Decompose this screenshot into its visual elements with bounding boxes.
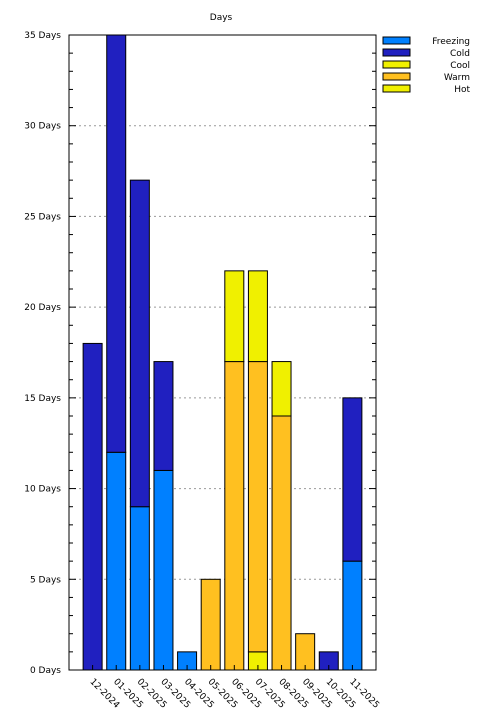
legend-label: Hot (454, 85, 470, 95)
bars (82, 34, 363, 671)
legend: Freezing Cold Cool Warm Hot (382, 36, 470, 95)
bar-segment (271, 361, 292, 417)
bar-segment (106, 34, 127, 453)
bar-segment (271, 415, 292, 671)
y-tick-label: 5 Days (30, 575, 61, 585)
y-tick-label: 25 Days (24, 212, 61, 222)
bar-segment (153, 469, 174, 671)
bar-segment (342, 560, 363, 671)
bar-segment (247, 361, 268, 653)
legend-swatch (382, 60, 411, 69)
legend-swatch (382, 72, 411, 81)
legend-swatch (382, 36, 411, 45)
x-axis-ticks: 12-202401-202502-202503-202504-202505-20… (87, 665, 381, 711)
legend-label: Cool (450, 61, 470, 71)
bar-segment (129, 506, 150, 671)
bar-segment (129, 179, 150, 508)
axes (68, 34, 377, 671)
bar-segment (224, 361, 245, 671)
legend-label: Freezing (432, 37, 470, 47)
legend-swatch (382, 48, 411, 57)
chart-title: Days (210, 13, 233, 23)
bar-segment (342, 397, 363, 562)
legend-label: Cold (450, 49, 470, 59)
y-axis-ticks: 0 Days 5 Days 10 Days 15 Days 20 Days 25 Days… (24, 31, 376, 676)
y-tick-label: 35 Days (24, 31, 61, 41)
y-tick-label: 10 Days (24, 485, 61, 495)
bar-segment (153, 361, 174, 471)
y-tick-label: 30 Days (24, 122, 61, 132)
bar-segment (295, 633, 316, 671)
bar-segment (224, 270, 245, 363)
bar-segment (106, 451, 127, 671)
y-tick-label: 20 Days (24, 303, 61, 313)
plot-frame (68, 34, 377, 671)
y-tick-label: 0 Days (30, 666, 61, 676)
y-tick-label: 15 Days (24, 394, 61, 404)
legend-label: Warm (444, 73, 470, 83)
legend-swatch (382, 84, 411, 93)
bar-segment (200, 578, 221, 671)
bar-segment (247, 270, 268, 363)
bar-segment (82, 342, 103, 671)
